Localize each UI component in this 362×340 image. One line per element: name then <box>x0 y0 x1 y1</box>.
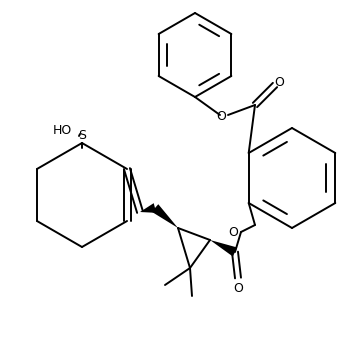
Polygon shape <box>210 240 237 256</box>
Polygon shape <box>140 203 156 213</box>
Text: O: O <box>228 225 238 238</box>
Text: O: O <box>274 75 284 88</box>
Text: S: S <box>78 129 86 142</box>
Text: O: O <box>216 110 226 123</box>
Text: HO: HO <box>52 123 72 136</box>
Polygon shape <box>152 204 178 228</box>
Text: O: O <box>233 282 243 294</box>
